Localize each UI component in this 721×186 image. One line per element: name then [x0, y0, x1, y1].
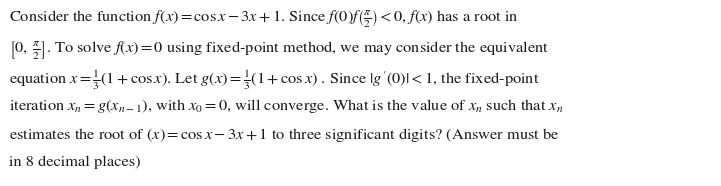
- Text: equation $x = \frac{1}{3}(1 + \cos x)$. Let $g(x) = \frac{1}{3}(1 + \cos x)$ . S: equation $x = \frac{1}{3}(1 + \cos x)$. …: [9, 68, 540, 92]
- Text: iteration $x_n = g(x_{n-1})$, with $x_0 = 0$, will converge. What is the value o: iteration $x_n = g(x_{n-1})$, with $x_0 …: [9, 97, 564, 115]
- Text: $\left[0,\ \frac{\pi}{2}\right]$. To solve $f(x) = 0$ using fixed-point method, : $\left[0,\ \frac{\pi}{2}\right]$. To sol…: [9, 39, 549, 60]
- Text: estimates the root of $(x) = \cos x - 3x + 1$ to three significant digits? (Answ: estimates the root of $(x) = \cos x - 3x…: [9, 126, 559, 144]
- Text: in 8 decimal places): in 8 decimal places): [9, 155, 141, 169]
- Text: Consider the function $f(x) = \cos x - 3x + 1$. Since $f(0)f\left(\frac{\pi}{2}\: Consider the function $f(x) = \cos x - 3…: [9, 9, 519, 31]
